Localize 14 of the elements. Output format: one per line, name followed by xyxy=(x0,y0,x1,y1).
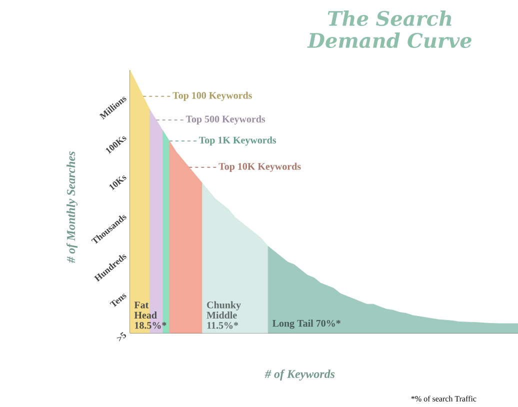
series-label: Top 10K Keywords xyxy=(218,162,301,172)
text: Top 500 Keywords xyxy=(186,115,266,125)
annotation: Fat Head 18.5%* xyxy=(134,302,166,329)
series-label: Chunky Middle 11.5%* xyxy=(206,301,241,329)
text: Top 100 Keywords xyxy=(172,92,252,101)
text: 10Ks xyxy=(109,175,126,190)
text: Top 1K Keywords xyxy=(199,136,276,146)
series-label: Long Tail 70%* xyxy=(272,320,340,329)
y-axis-title: # of Monthly Searches xyxy=(66,152,78,263)
chart-title: The Search Demand Curve xyxy=(307,10,472,48)
text: >5 xyxy=(116,332,126,342)
text: *% of search Traffic xyxy=(411,396,476,402)
text: Tens xyxy=(110,294,126,307)
x-axis-title: # of Keywords xyxy=(264,369,335,381)
